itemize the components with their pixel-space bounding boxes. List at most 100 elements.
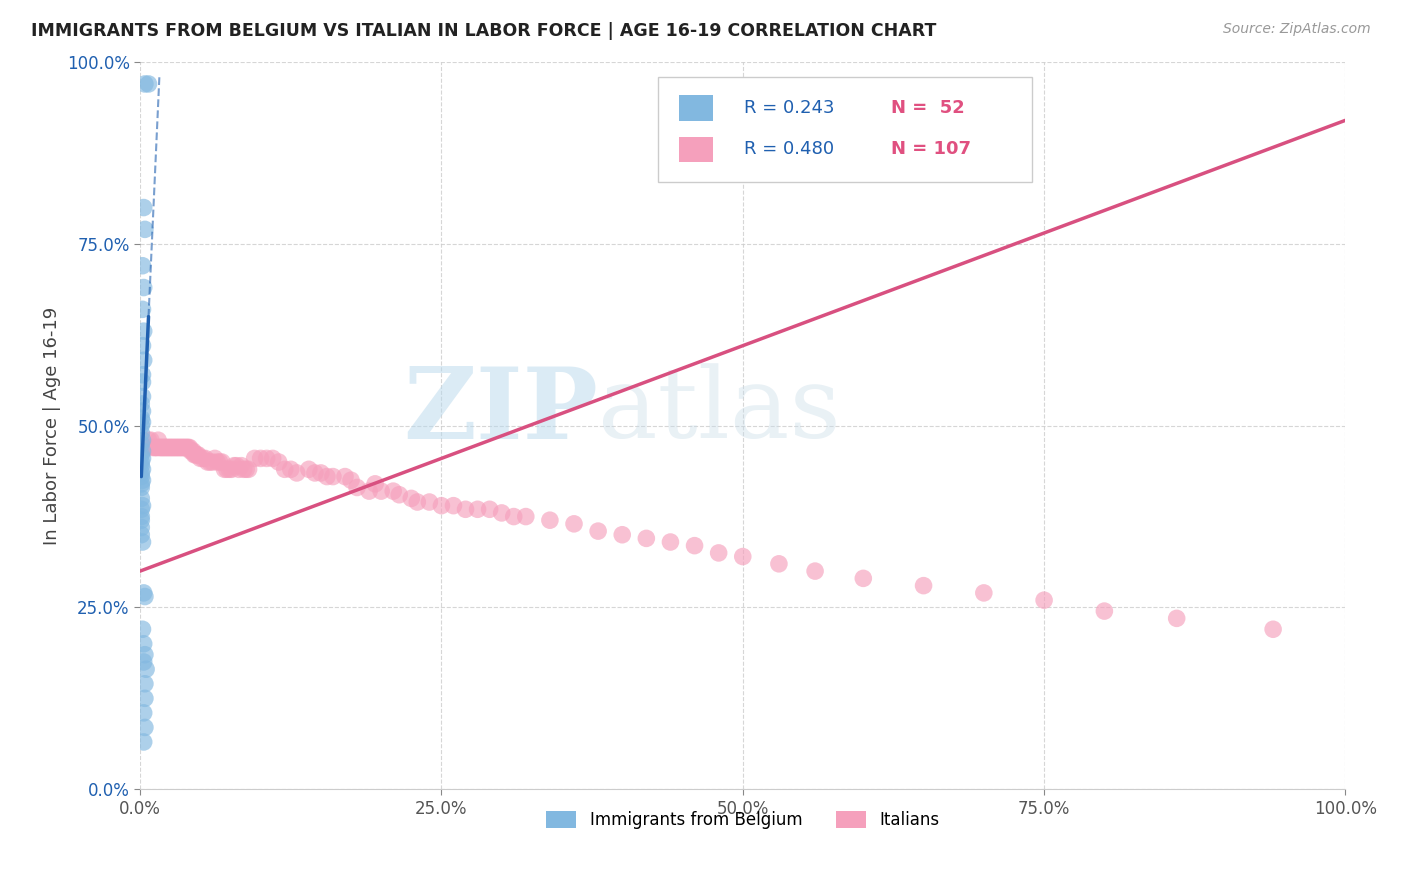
Point [155,441,177,455]
Point [683,539,706,553]
Point [187,448,209,462]
Point [707,546,730,560]
Point [1261,622,1284,636]
Point [159,441,181,455]
Point [131,462,153,476]
Point [1166,611,1188,625]
Point [134,590,156,604]
Point [191,451,214,466]
Point [852,571,875,585]
Point [138,77,160,91]
Point [155,441,177,455]
Point [401,491,423,506]
Point [135,441,157,455]
Point [134,677,156,691]
Point [502,509,524,524]
Point [382,484,405,499]
Point [179,441,201,455]
Point [131,404,153,418]
Point [134,222,156,236]
Point [804,564,827,578]
Point [443,499,465,513]
Point [491,506,513,520]
Point [129,527,152,541]
Point [280,462,302,476]
Point [454,502,477,516]
Point [129,476,152,491]
Point [129,455,152,469]
Point [141,441,163,455]
Point [131,259,153,273]
Point [243,451,266,466]
Point [166,441,188,455]
Point [406,495,429,509]
Point [165,441,187,455]
Point [131,499,153,513]
Point [170,441,193,455]
Point [165,441,187,455]
Point [183,448,205,462]
Point [285,466,308,480]
Point [636,532,658,546]
Point [162,441,184,455]
Point [172,441,194,455]
Point [156,441,179,455]
Point [129,437,152,451]
Point [912,579,935,593]
Point [129,448,152,462]
Point [768,557,790,571]
Point [173,441,195,455]
Point [173,441,195,455]
Point [211,455,233,469]
Point [131,451,153,466]
Point [149,441,172,455]
Point [231,458,253,473]
Point [129,520,152,534]
Text: N =  52: N = 52 [891,99,965,117]
Point [267,455,290,469]
Point [129,466,152,480]
Text: ZIP: ZIP [404,363,598,459]
Point [129,502,152,516]
Point [309,466,332,480]
Point [973,586,995,600]
Point [224,458,246,473]
Point [346,481,368,495]
Point [221,462,243,476]
Point [274,462,297,476]
Point [129,425,152,440]
Point [148,441,170,455]
Point [418,495,440,509]
Point [146,434,169,448]
Point [129,513,152,527]
Point [131,415,153,429]
Point [146,441,169,455]
Point [238,462,260,476]
Point [256,451,278,466]
Point [138,434,160,448]
Point [190,451,212,466]
Point [129,491,152,506]
Point [1092,604,1115,618]
Point [562,516,585,531]
Point [160,441,183,455]
Point [131,473,153,487]
Point [169,441,191,455]
Point [228,462,250,476]
Point [316,469,339,483]
Point [467,502,489,516]
Point [204,451,226,466]
Point [322,469,344,483]
Point [198,455,221,469]
Point [153,441,176,455]
Point [131,434,153,448]
Point [132,280,155,294]
Point [129,481,152,495]
Point [129,418,152,433]
Point [129,469,152,483]
Point [129,397,152,411]
Point [132,637,155,651]
Point [174,441,197,455]
Point [132,324,155,338]
Point [201,455,224,469]
